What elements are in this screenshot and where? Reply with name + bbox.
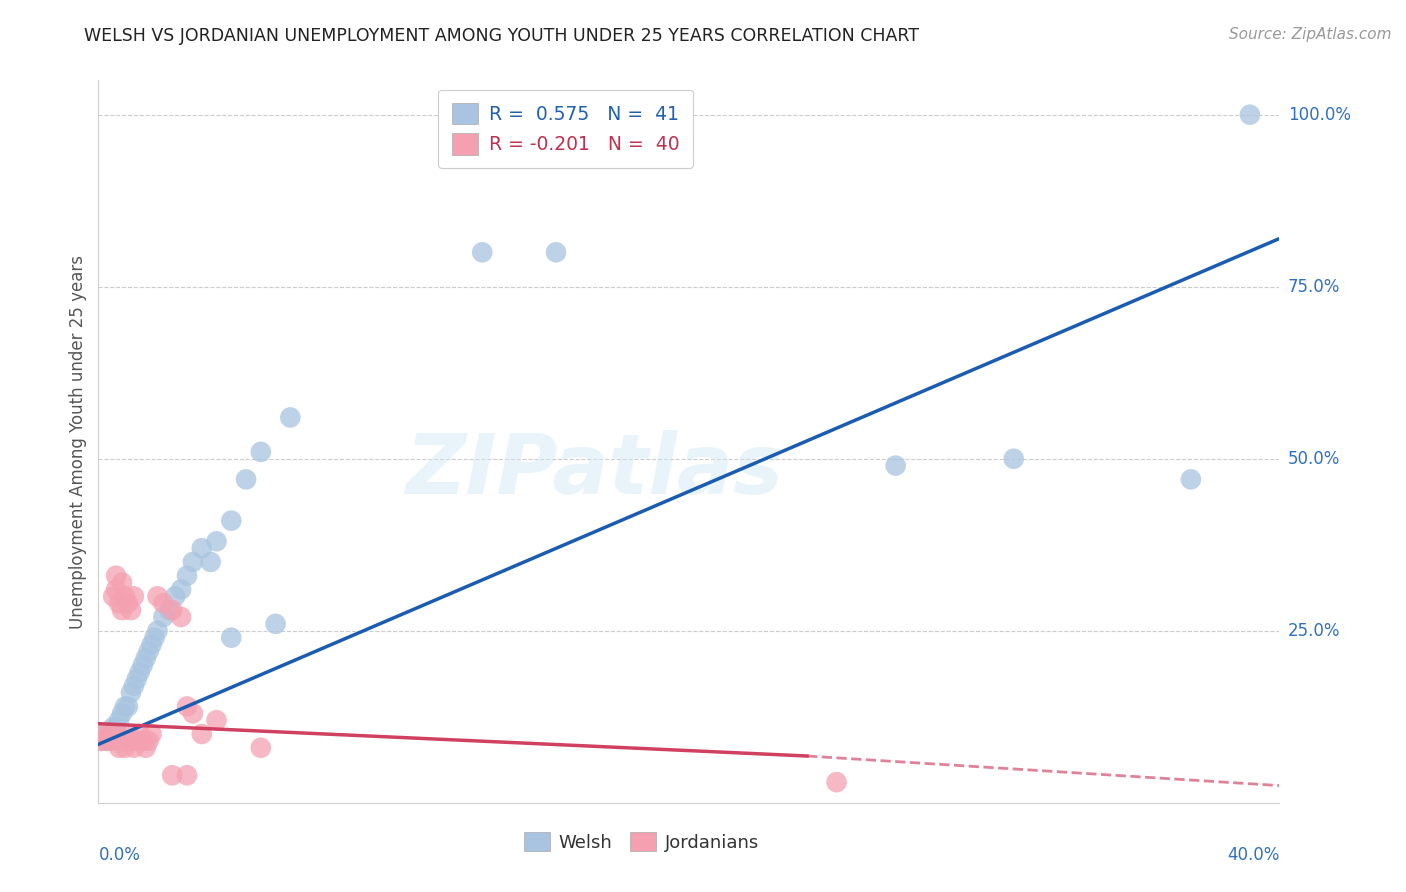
Point bbox=[132, 658, 155, 673]
Point bbox=[105, 727, 128, 741]
Text: 100.0%: 100.0% bbox=[1288, 105, 1351, 124]
Point bbox=[117, 699, 139, 714]
Point bbox=[120, 603, 142, 617]
Point bbox=[825, 775, 848, 789]
Point bbox=[221, 514, 243, 528]
Point bbox=[90, 734, 112, 748]
Point bbox=[162, 603, 183, 617]
Point bbox=[152, 610, 174, 624]
Point bbox=[111, 706, 134, 721]
Point bbox=[471, 245, 494, 260]
Point bbox=[138, 644, 160, 658]
Point bbox=[125, 672, 148, 686]
Point bbox=[165, 590, 187, 604]
Point bbox=[90, 734, 112, 748]
Point bbox=[98, 727, 121, 741]
Point bbox=[114, 740, 136, 755]
Text: 50.0%: 50.0% bbox=[1288, 450, 1340, 467]
Point bbox=[96, 734, 118, 748]
Point bbox=[146, 624, 169, 638]
Point bbox=[120, 686, 142, 700]
Point bbox=[146, 590, 169, 604]
Point bbox=[128, 665, 150, 679]
Point bbox=[98, 727, 121, 741]
Point bbox=[264, 616, 287, 631]
Text: 0.0%: 0.0% bbox=[98, 847, 141, 864]
Point bbox=[132, 734, 155, 748]
Point bbox=[546, 245, 568, 260]
Point bbox=[111, 575, 134, 590]
Legend: Welsh, Jordanians: Welsh, Jordanians bbox=[517, 824, 766, 859]
Text: 75.0%: 75.0% bbox=[1288, 277, 1340, 296]
Point bbox=[176, 699, 198, 714]
Point bbox=[141, 727, 163, 741]
Point bbox=[170, 582, 193, 597]
Point bbox=[170, 610, 193, 624]
Point bbox=[105, 582, 128, 597]
Y-axis label: Unemployment Among Youth under 25 years: Unemployment Among Youth under 25 years bbox=[69, 254, 87, 629]
Text: Source: ZipAtlas.com: Source: ZipAtlas.com bbox=[1229, 27, 1392, 42]
Point bbox=[93, 727, 115, 741]
Point bbox=[105, 568, 128, 582]
Point bbox=[235, 472, 257, 486]
Point bbox=[1002, 451, 1025, 466]
Point bbox=[181, 706, 204, 721]
Point bbox=[135, 740, 157, 755]
Point bbox=[117, 596, 139, 610]
Point bbox=[162, 768, 183, 782]
Point bbox=[1180, 472, 1202, 486]
Point bbox=[191, 541, 214, 556]
Point bbox=[176, 568, 198, 582]
Point bbox=[114, 699, 136, 714]
Point bbox=[143, 631, 166, 645]
Point bbox=[103, 590, 125, 604]
Point bbox=[120, 734, 142, 748]
Point bbox=[105, 720, 128, 734]
Point bbox=[250, 740, 273, 755]
Point bbox=[103, 720, 125, 734]
Text: 25.0%: 25.0% bbox=[1288, 622, 1340, 640]
Point bbox=[114, 590, 136, 604]
Point bbox=[191, 727, 214, 741]
Point bbox=[108, 740, 131, 755]
Point bbox=[122, 740, 145, 755]
Point bbox=[128, 727, 150, 741]
Point bbox=[884, 458, 907, 473]
Point bbox=[200, 555, 222, 569]
Point bbox=[111, 734, 134, 748]
Point bbox=[135, 651, 157, 665]
Point bbox=[1239, 108, 1261, 122]
Point bbox=[205, 713, 228, 727]
Point bbox=[176, 768, 198, 782]
Text: WELSH VS JORDANIAN UNEMPLOYMENT AMONG YOUTH UNDER 25 YEARS CORRELATION CHART: WELSH VS JORDANIAN UNEMPLOYMENT AMONG YO… bbox=[84, 27, 920, 45]
Point bbox=[93, 727, 115, 741]
Point bbox=[138, 734, 160, 748]
Point bbox=[157, 603, 180, 617]
Point bbox=[152, 596, 174, 610]
Point bbox=[103, 734, 125, 748]
Point bbox=[108, 596, 131, 610]
Point bbox=[122, 679, 145, 693]
Point bbox=[221, 631, 243, 645]
Point bbox=[141, 638, 163, 652]
Point bbox=[205, 534, 228, 549]
Point bbox=[280, 410, 302, 425]
Point bbox=[108, 713, 131, 727]
Point bbox=[250, 445, 273, 459]
Point bbox=[111, 603, 134, 617]
Point bbox=[117, 727, 139, 741]
Point bbox=[96, 734, 118, 748]
Text: ZIPatlas: ZIPatlas bbox=[405, 430, 783, 511]
Text: 40.0%: 40.0% bbox=[1227, 847, 1279, 864]
Point bbox=[122, 590, 145, 604]
Point bbox=[181, 555, 204, 569]
Point bbox=[125, 734, 148, 748]
